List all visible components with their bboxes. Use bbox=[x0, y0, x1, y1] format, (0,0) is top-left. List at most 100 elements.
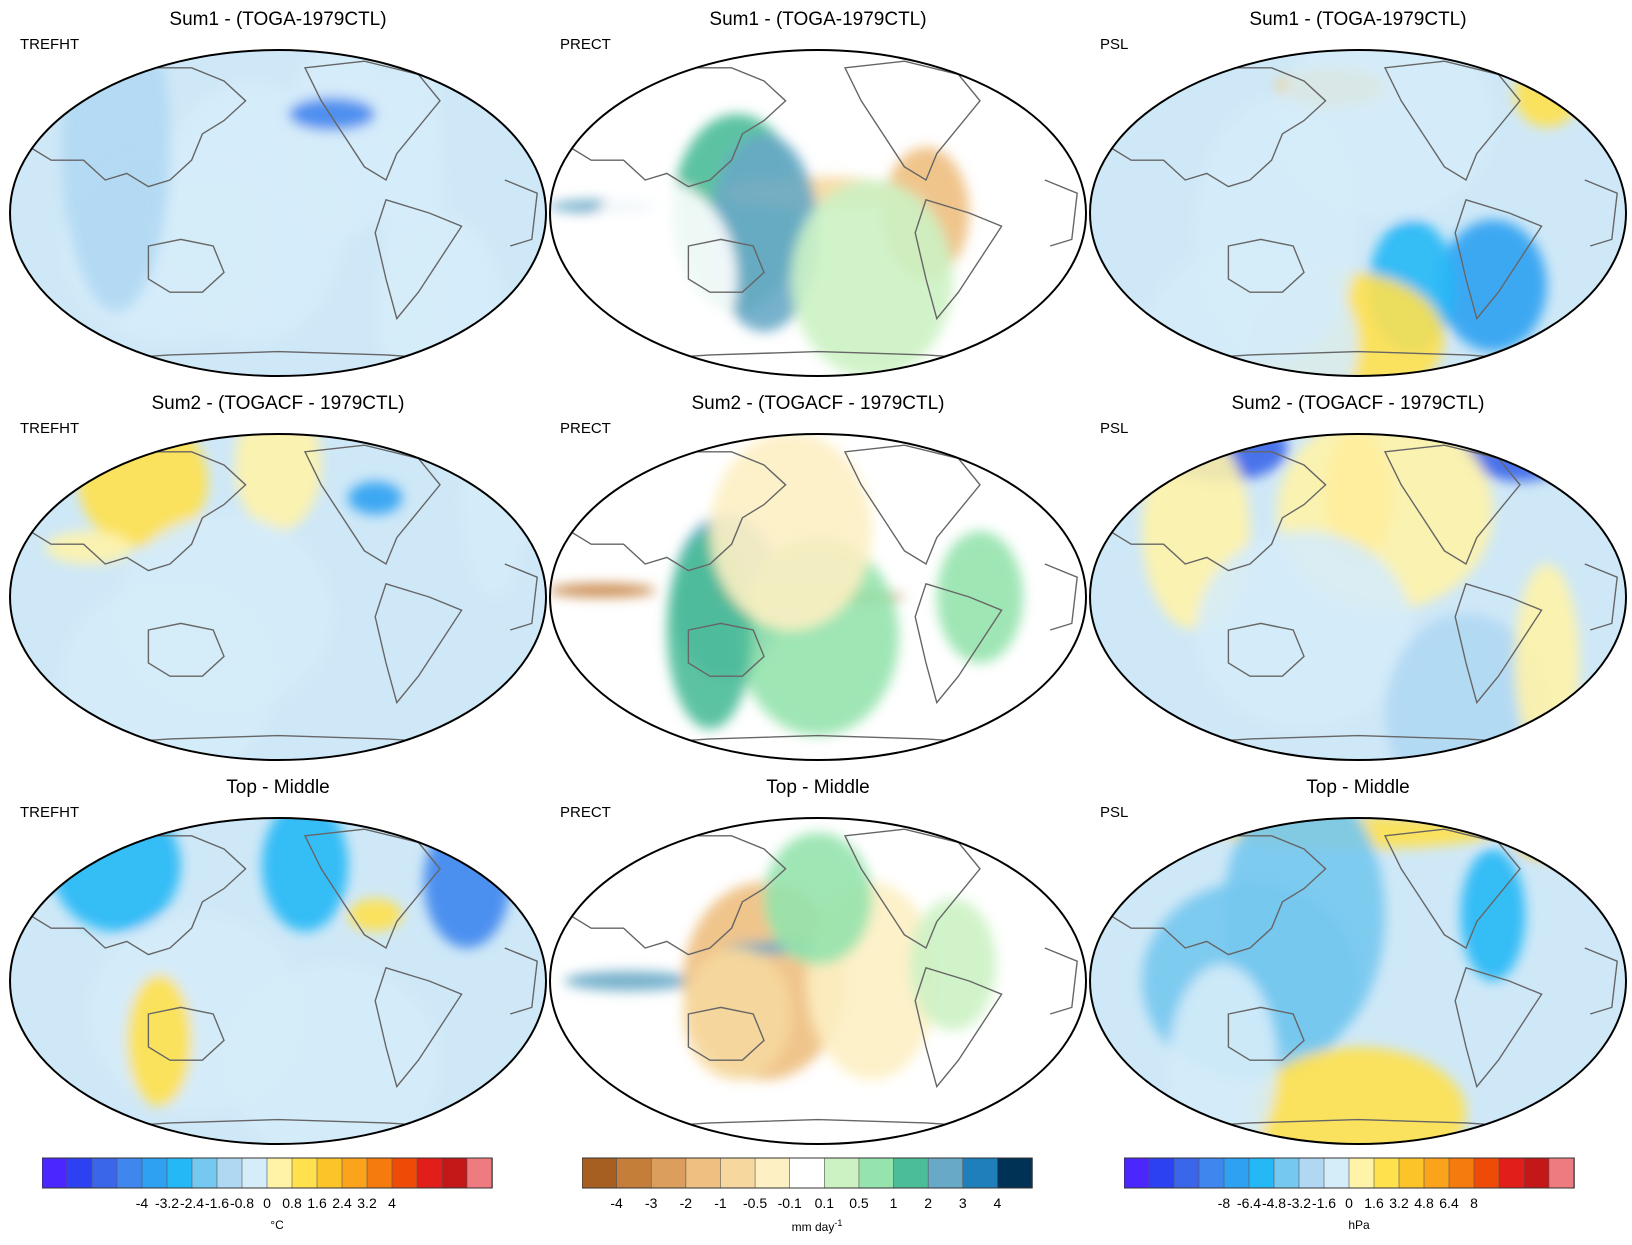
anomaly-region bbox=[234, 434, 322, 531]
map-plot bbox=[1089, 433, 1627, 761]
coastline bbox=[1044, 179, 1078, 247]
colorbar-precipitation: -4 -3 -2 -1 -0.5 -0.1 0.1 0.5 1 2 3 4 mm day-1 bbox=[582, 1150, 1052, 1245]
coastline bbox=[1044, 947, 1078, 1015]
coastline bbox=[147, 238, 225, 293]
variable-label: PRECT bbox=[560, 36, 611, 53]
colorbar-swatch bbox=[1298, 1157, 1325, 1189]
colorbar-tick-label: 4.8 bbox=[1414, 1195, 1434, 1211]
map-plot bbox=[9, 49, 547, 377]
colorbar-tick-label: -4.8 bbox=[1262, 1195, 1286, 1211]
coastline bbox=[1584, 179, 1618, 247]
anomaly-region bbox=[348, 481, 403, 515]
map-plot bbox=[1089, 49, 1627, 377]
colorbar-tick-label: -1.6 bbox=[1312, 1195, 1336, 1211]
anomaly-region bbox=[1514, 61, 1580, 128]
coastline bbox=[303, 60, 441, 182]
colorbar-tick-label: 6.4 bbox=[1439, 1195, 1459, 1211]
variable-label: PRECT bbox=[560, 420, 611, 437]
anomaly-region bbox=[348, 898, 403, 932]
coastline bbox=[687, 1006, 765, 1061]
map-panel: Sum2 - (TOGACF - 1979CTL) TREFHT bbox=[8, 390, 548, 775]
colorbar-pressure: -8 -6.4 -4.8 -3.2 -1.6 0 1.6 3.2 4.8 6.4 8 hPa bbox=[1124, 1150, 1594, 1245]
coastline bbox=[843, 60, 981, 182]
map-border bbox=[1089, 817, 1627, 1145]
colorbar-tick-label: 1.6 bbox=[1364, 1195, 1384, 1211]
coastline bbox=[17, 67, 247, 188]
panel-title: Top - Middle bbox=[766, 777, 870, 798]
colorbar-swatch bbox=[1423, 1157, 1450, 1189]
colorbar-swatch bbox=[1198, 1157, 1225, 1189]
coastline bbox=[1044, 563, 1078, 631]
anomaly-region bbox=[1514, 564, 1580, 760]
map-plot bbox=[1089, 817, 1627, 1145]
panel-title: Top - Middle bbox=[1306, 777, 1410, 798]
coastline bbox=[1097, 451, 1327, 572]
panel-title: Sum1 - (TOGA-1979CTL) bbox=[709, 9, 927, 30]
colorbar-tick-label: 0 bbox=[1345, 1195, 1353, 1211]
colorbar-frame bbox=[582, 1157, 1033, 1189]
anomaly-region bbox=[1196, 531, 1412, 729]
colorbar-swatch bbox=[116, 1157, 143, 1189]
coastline bbox=[1584, 947, 1618, 1015]
map-border bbox=[9, 817, 547, 1145]
coastline bbox=[843, 444, 981, 566]
coastline bbox=[1454, 198, 1543, 321]
colorbar-swatch bbox=[1173, 1157, 1200, 1189]
colorbar-swatch bbox=[241, 1157, 268, 1189]
colorbar-frame bbox=[1124, 1157, 1575, 1189]
colorbar-swatch bbox=[616, 1157, 653, 1189]
variable-label: PSL bbox=[1100, 804, 1129, 821]
map-border bbox=[549, 817, 1087, 1145]
variable-label: TREFHT bbox=[20, 420, 80, 437]
colorbar-unit: mm day-1 bbox=[582, 1218, 1052, 1234]
anomaly-region bbox=[564, 971, 694, 991]
map-plot bbox=[549, 49, 1087, 377]
colorbar-swatch bbox=[466, 1157, 493, 1189]
map-panel: Top - Middle TREFHT bbox=[8, 774, 548, 1159]
anomaly-region bbox=[791, 180, 953, 376]
map-plot bbox=[549, 817, 1087, 1145]
colorbar-swatch bbox=[582, 1157, 618, 1189]
colorbar-swatch bbox=[166, 1157, 193, 1189]
colorbar-tick-label: 3.2 bbox=[1389, 1195, 1409, 1211]
coastline bbox=[1383, 60, 1521, 182]
colorbar-swatch bbox=[893, 1157, 929, 1189]
map-border bbox=[9, 433, 547, 761]
colorbar-swatch bbox=[1323, 1157, 1350, 1189]
anomaly-region bbox=[1250, 1047, 1466, 1144]
colorbar-swatch bbox=[1373, 1157, 1400, 1189]
map-border bbox=[9, 49, 547, 377]
colorbar-swatch bbox=[858, 1157, 895, 1189]
colorbar-swatch bbox=[754, 1157, 791, 1189]
coastline bbox=[374, 198, 463, 321]
colorbar-tick-label: -2.4 bbox=[180, 1195, 204, 1211]
panel-title: Sum2 - (TOGACF - 1979CTL) bbox=[151, 393, 405, 414]
colorbar-swatch bbox=[1223, 1157, 1250, 1189]
colorbar-tick-label: 0.5 bbox=[849, 1195, 869, 1211]
colorbar-tick-label: -6.4 bbox=[1237, 1195, 1261, 1211]
colorbar-tick-label: 0.8 bbox=[282, 1195, 302, 1211]
colorbar-unit-exponent: -1 bbox=[834, 1218, 843, 1228]
colorbar-tick-label: -3.2 bbox=[1287, 1195, 1311, 1211]
colorbar-swatch bbox=[216, 1157, 243, 1189]
colorbar-swatch bbox=[997, 1157, 1033, 1189]
colorbar-tick-label: -0.1 bbox=[778, 1195, 802, 1211]
colorbar-tick-label: 0 bbox=[263, 1195, 271, 1211]
anomaly-region bbox=[423, 818, 511, 948]
colorbar-tick-label: 0.1 bbox=[815, 1195, 835, 1211]
panel-title: Sum1 - (TOGA-1979CTL) bbox=[1249, 9, 1467, 30]
anomaly-region bbox=[224, 964, 440, 1144]
map-plot bbox=[9, 817, 547, 1145]
colorbar-swatch bbox=[441, 1157, 468, 1189]
colorbar-tick-label: -4 bbox=[136, 1195, 149, 1211]
anomaly-region bbox=[936, 531, 1024, 663]
colorbar-swatch bbox=[366, 1157, 393, 1189]
colorbar-tick-label: -4 bbox=[610, 1195, 623, 1211]
variable-label: PSL bbox=[1100, 36, 1129, 53]
colorbar-tick-label: 2 bbox=[924, 1195, 932, 1211]
anomaly-region bbox=[1196, 97, 1358, 362]
anomaly-region bbox=[909, 898, 997, 1031]
panel-title: Sum2 - (TOGACF - 1979CTL) bbox=[691, 393, 945, 414]
anomaly-region bbox=[1460, 849, 1526, 981]
anomaly-region bbox=[261, 818, 349, 932]
